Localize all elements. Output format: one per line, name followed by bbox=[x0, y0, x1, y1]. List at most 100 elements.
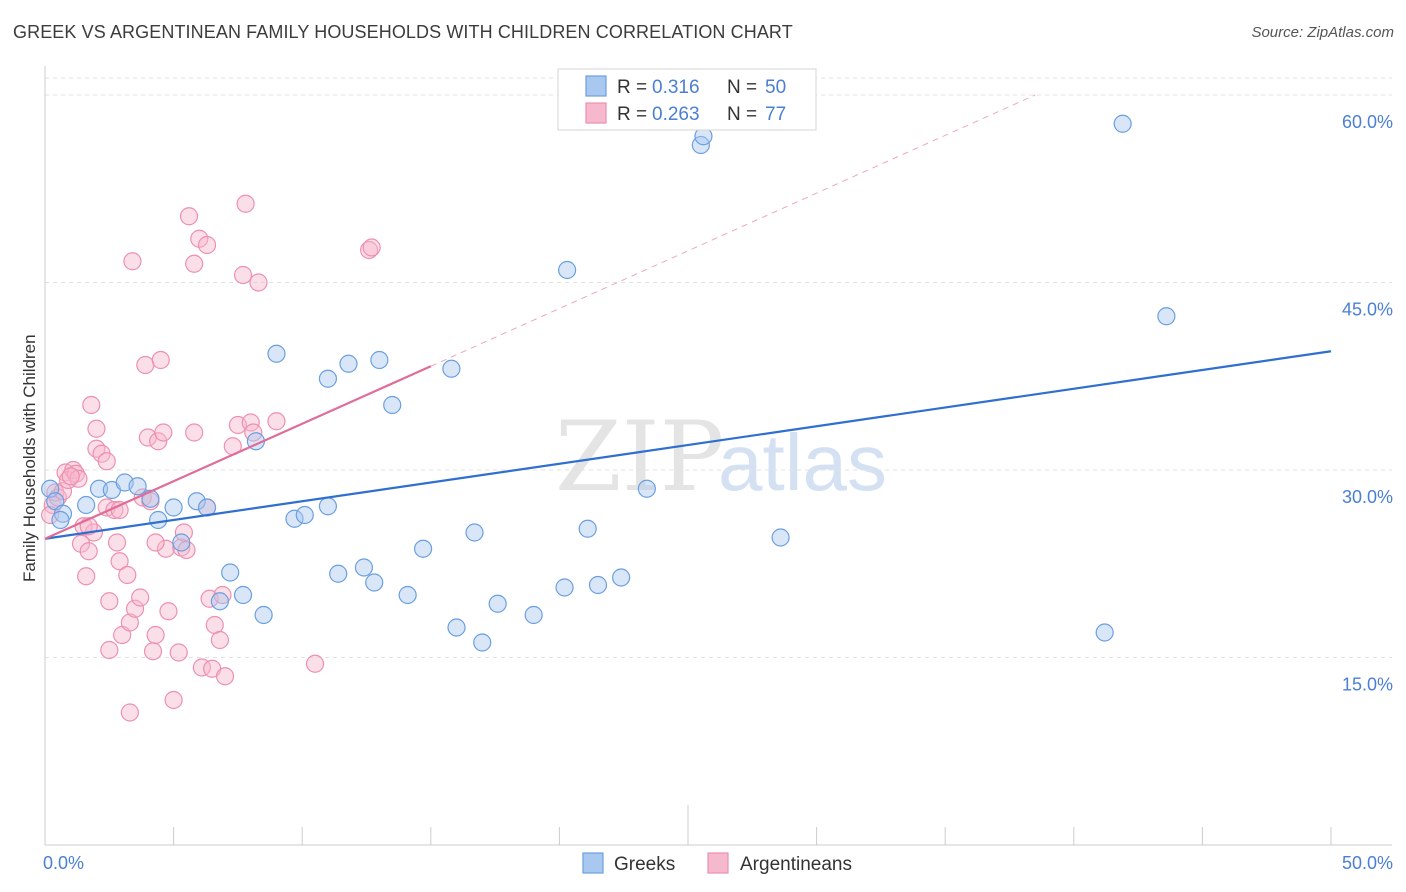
bottom-legend-swatch-greeks bbox=[582, 852, 604, 874]
argentinean-point bbox=[215, 667, 235, 686]
argentinean-point bbox=[77, 567, 96, 586]
y-axis-label: Family Households with Children bbox=[20, 334, 39, 582]
argentinean-trend-extension bbox=[430, 94, 1036, 367]
argentinean-point bbox=[100, 592, 119, 611]
greek-point bbox=[318, 369, 338, 388]
greek-point bbox=[285, 509, 304, 528]
argentinean-point bbox=[236, 194, 255, 213]
watermark-zip: ZIP bbox=[555, 401, 724, 513]
greek-point bbox=[413, 539, 433, 558]
greek-point bbox=[398, 585, 417, 605]
y-tick-label: 45.0% bbox=[1342, 300, 1393, 320]
legend-n-label: N = bbox=[727, 104, 757, 125]
y-tick-label: 15.0% bbox=[1342, 675, 1393, 695]
argentinean-point bbox=[97, 452, 116, 471]
argentinean-point bbox=[41, 505, 60, 525]
argentinean-point bbox=[136, 355, 155, 375]
greek-point bbox=[221, 563, 240, 582]
greek-point bbox=[473, 633, 492, 652]
argentinean-point bbox=[149, 432, 168, 451]
greek-point bbox=[612, 568, 631, 587]
greek-point bbox=[1113, 114, 1132, 133]
greek-trend-line bbox=[44, 350, 1332, 540]
greek-point bbox=[365, 573, 384, 592]
greek-point bbox=[637, 479, 656, 498]
greek-point bbox=[465, 523, 484, 542]
argentinean-point bbox=[107, 533, 127, 552]
greek-point bbox=[1095, 623, 1114, 642]
greek-point bbox=[172, 533, 191, 552]
source-credit: Source: ZipAtlas.com bbox=[1251, 24, 1394, 41]
greek-point bbox=[339, 354, 358, 373]
argentinean-point bbox=[82, 395, 101, 415]
argentinean-point bbox=[179, 207, 199, 226]
argentinean-point bbox=[305, 654, 325, 673]
greek-point bbox=[128, 477, 147, 496]
greek-point bbox=[210, 592, 229, 611]
argentinean-point bbox=[156, 539, 175, 558]
argentinean-point bbox=[118, 565, 137, 585]
y-tick-label: 30.0% bbox=[1342, 487, 1393, 507]
argentinean-point bbox=[87, 439, 106, 458]
argentinean-point bbox=[154, 423, 173, 442]
greek-point bbox=[771, 528, 790, 547]
argentinean-point bbox=[120, 613, 139, 632]
x-tick-label-min: 0.0% bbox=[43, 853, 84, 873]
argentinean-point bbox=[185, 254, 204, 273]
legend-r-value: 0.316 bbox=[652, 77, 700, 98]
argentinean-point bbox=[249, 273, 268, 292]
argentinean-point bbox=[159, 602, 178, 621]
argentinean-point bbox=[146, 533, 165, 552]
argentinean-point bbox=[146, 625, 165, 645]
argentinean-point bbox=[151, 350, 170, 370]
argentinean-point bbox=[110, 500, 129, 520]
argentinean-point bbox=[123, 252, 142, 271]
greek-point bbox=[164, 498, 183, 517]
argentinean-point bbox=[185, 423, 204, 442]
greek-point bbox=[295, 505, 314, 525]
greek-point bbox=[254, 605, 273, 625]
greek-point bbox=[267, 344, 286, 363]
greek-point bbox=[233, 585, 253, 605]
argentinean-point bbox=[120, 703, 139, 722]
argentinean-point bbox=[79, 542, 98, 561]
greek-point bbox=[488, 594, 507, 613]
greek-point bbox=[318, 497, 338, 516]
argentinean-point bbox=[131, 588, 150, 607]
argentinean-point bbox=[164, 690, 183, 710]
argentinean-trend-line bbox=[44, 365, 432, 540]
argentinean-point bbox=[143, 642, 163, 661]
argentinean-point bbox=[267, 412, 286, 431]
legend-r-label: R = bbox=[617, 104, 647, 125]
greek-point bbox=[442, 359, 461, 378]
bottom-legend-label-greeks: Greeks bbox=[614, 854, 675, 875]
greek-point bbox=[354, 558, 374, 577]
greek-point bbox=[558, 260, 577, 280]
argentinean-point bbox=[359, 240, 379, 260]
legend-n-value: 50 bbox=[765, 77, 786, 98]
greek-point bbox=[588, 575, 608, 595]
greek-point bbox=[187, 492, 206, 511]
argentinean-point bbox=[362, 238, 381, 257]
chart-title: GREEK VS ARGENTINEAN FAMILY HOUSEHOLDS W… bbox=[13, 22, 793, 42]
legend-n-value: 77 bbox=[765, 104, 786, 125]
greek-point bbox=[89, 479, 109, 498]
greek-point bbox=[524, 605, 543, 625]
watermark-atlas: atlas bbox=[718, 418, 887, 507]
legend-n-label: N = bbox=[727, 77, 757, 98]
argentinean-point bbox=[125, 599, 145, 618]
argentinean-point bbox=[110, 552, 129, 571]
argentinean-point bbox=[87, 419, 106, 438]
greek-point bbox=[149, 510, 168, 530]
y-tick-label: 60.0% bbox=[1342, 112, 1393, 132]
argentinean-point bbox=[210, 630, 229, 650]
greek-point bbox=[447, 618, 466, 637]
argentinean-point bbox=[197, 235, 217, 255]
argentinean-point bbox=[71, 534, 91, 553]
greek-point bbox=[329, 564, 348, 583]
greek-point bbox=[51, 510, 70, 530]
legend-swatch-greeks bbox=[585, 75, 607, 97]
argentinean-point bbox=[233, 265, 253, 285]
bottom-legend-swatch-argentineans bbox=[707, 852, 729, 874]
